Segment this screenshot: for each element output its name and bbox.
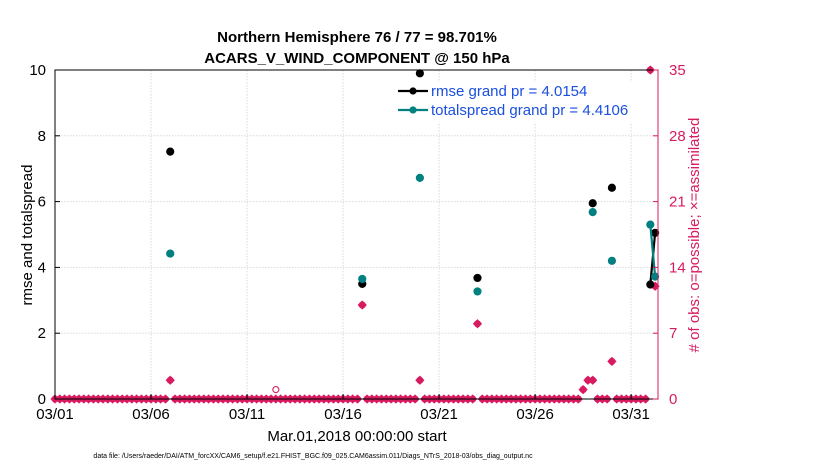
- legend-spread-label: totalspread grand pr = 4.4106: [431, 102, 628, 119]
- y-tick-label: 4: [38, 259, 46, 276]
- spread-line-segment: [649, 224, 657, 277]
- rmse-marker: [166, 147, 175, 156]
- y-right-axis-label: # of obs: o=possible; ×=assimilated: [686, 118, 703, 353]
- spread-marker: [473, 287, 482, 296]
- chart-subtitle: ACARS_V_WIND_COMPONENT @ 150 hPa: [204, 50, 510, 67]
- y-tick-label: 2: [38, 325, 46, 342]
- legend: rmse grand pr = 4.0154 totalspread grand…: [395, 82, 650, 122]
- y-axis-ticks: 0 2 4 6 8 10: [29, 62, 60, 408]
- x-tick-label: 03/31: [612, 406, 650, 423]
- obs-assimilated-marker: [357, 300, 367, 310]
- y-axis-label: rmse and totalspread: [19, 165, 36, 306]
- obs-assimilated-marker: [588, 375, 598, 385]
- x-axis-ticks: 03/01 03/06 03/11 03/16 03/21 03/26 03/31: [36, 394, 650, 423]
- rmse-marker: [588, 199, 597, 208]
- y-right-tick-label: 21: [669, 194, 686, 211]
- obs-assimilated-marker: [415, 375, 425, 385]
- y-right-tick-label: 35: [669, 62, 686, 79]
- y-right-axis-ticks: 0 7 14 21 28 35: [653, 62, 686, 408]
- y-right-tick-label: 14: [669, 259, 686, 276]
- legend-spread-marker: [409, 106, 417, 114]
- y-right-tick-label: 7: [669, 325, 677, 342]
- obs-assimilated-marker: [578, 384, 588, 395]
- rmse-marker: [646, 280, 655, 289]
- legend-box: [395, 82, 650, 122]
- spread-marker: [607, 256, 617, 265]
- x-tick-label: 03/21: [420, 406, 458, 423]
- y-right-tick-label: 0: [669, 391, 677, 408]
- spread-marker: [646, 220, 655, 229]
- spread-marker: [651, 272, 660, 281]
- y-tick-label: 0: [38, 391, 46, 408]
- spread-marker: [166, 249, 175, 258]
- y-tick-label: 6: [38, 194, 46, 211]
- x-tick-label: 03/26: [516, 406, 554, 423]
- y-tick-label: 8: [38, 128, 46, 145]
- y-right-tick-label: 28: [669, 128, 686, 145]
- y-tick-label: 10: [29, 62, 46, 79]
- rmse-marker: [473, 273, 482, 283]
- spread-marker: [588, 208, 597, 217]
- spread-marker: [415, 173, 424, 183]
- rmse-marker: [415, 69, 424, 78]
- legend-rmse-label: rmse grand pr = 4.0154: [431, 83, 587, 100]
- series-layer: [166, 69, 660, 296]
- legend-rmse-marker: [409, 87, 417, 95]
- chart-title: Northern Hemisphere 76 / 77 = 98.701%: [217, 29, 497, 46]
- obs-possible-marker: [272, 386, 280, 394]
- spread-marker: [358, 274, 367, 284]
- obs-assimilated-marker: [607, 356, 617, 367]
- obs-assimilated-marker: [165, 375, 175, 385]
- x-tick-label: 03/06: [132, 406, 170, 423]
- obs-assimilated-marker: [472, 319, 483, 329]
- x-tick-label: 03/16: [324, 406, 362, 423]
- x-tick-label: 03/11: [229, 406, 265, 423]
- rmse-marker: [607, 183, 617, 192]
- x-axis-label: Mar.01,2018 00:00:00 start: [267, 428, 447, 445]
- x-tick-label: 03/01: [36, 406, 74, 423]
- footer-datafile: data file: /Users/raeder/DAI/ATM_forcXX/…: [93, 453, 533, 460]
